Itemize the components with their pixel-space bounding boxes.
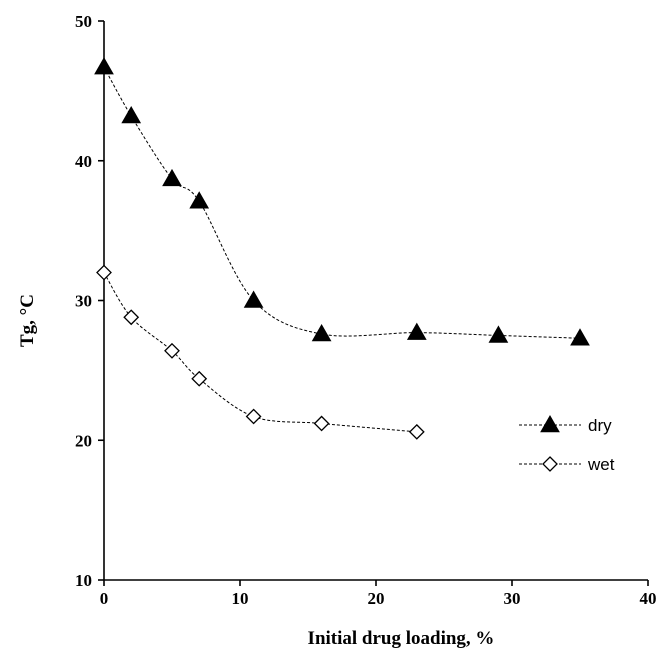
data-point-dry <box>162 168 182 187</box>
data-point-wet <box>191 370 208 387</box>
data-point-wet <box>164 342 180 359</box>
data-point-dry <box>189 191 210 209</box>
y-tick-label: 50 <box>75 12 92 31</box>
data-point-wet <box>313 415 330 432</box>
series-line-wet <box>103 272 417 433</box>
y-tick-label: 30 <box>75 292 92 311</box>
legend-marker <box>540 414 560 433</box>
data-point-dry <box>406 322 427 340</box>
legend-label: wet <box>587 455 615 474</box>
data-point-wet <box>123 309 140 326</box>
x-tick-label: 0 <box>100 589 109 608</box>
y-tick-label: 10 <box>75 571 92 590</box>
y-tick-label: 20 <box>75 431 92 450</box>
legend-marker <box>542 456 558 472</box>
x-tick-label: 40 <box>640 589 657 608</box>
x-axis-title: Initial drug loading, % <box>308 628 495 649</box>
legend: dry wet <box>519 414 615 474</box>
x-tick-label: 10 <box>232 589 249 608</box>
data-point-wet <box>245 408 262 425</box>
y-ticks: 10 20 30 40 50 <box>75 12 104 590</box>
x-ticks: 0 10 20 30 40 <box>100 580 657 608</box>
data-point-dry <box>311 324 332 342</box>
y-axis-title: Tg, °C <box>17 294 38 347</box>
axes <box>103 21 648 581</box>
legend-item-wet: wet <box>519 455 615 474</box>
data-point-dry <box>121 106 142 124</box>
data-point-wet <box>408 423 425 440</box>
x-tick-label: 20 <box>368 589 385 608</box>
series-line-dry <box>103 66 581 339</box>
series-dry <box>94 57 590 346</box>
data-point-dry <box>488 325 509 343</box>
data-point-dry <box>570 328 590 346</box>
x-tick-label: 30 <box>504 589 521 608</box>
data-point-dry <box>243 290 264 308</box>
plot-area <box>94 57 590 440</box>
legend-item-dry: dry <box>519 414 612 435</box>
y-tick-label: 40 <box>75 152 92 171</box>
data-point-wet <box>96 264 112 281</box>
series-wet <box>96 264 425 440</box>
legend-label: dry <box>588 416 612 435</box>
data-point-dry <box>94 57 114 75</box>
